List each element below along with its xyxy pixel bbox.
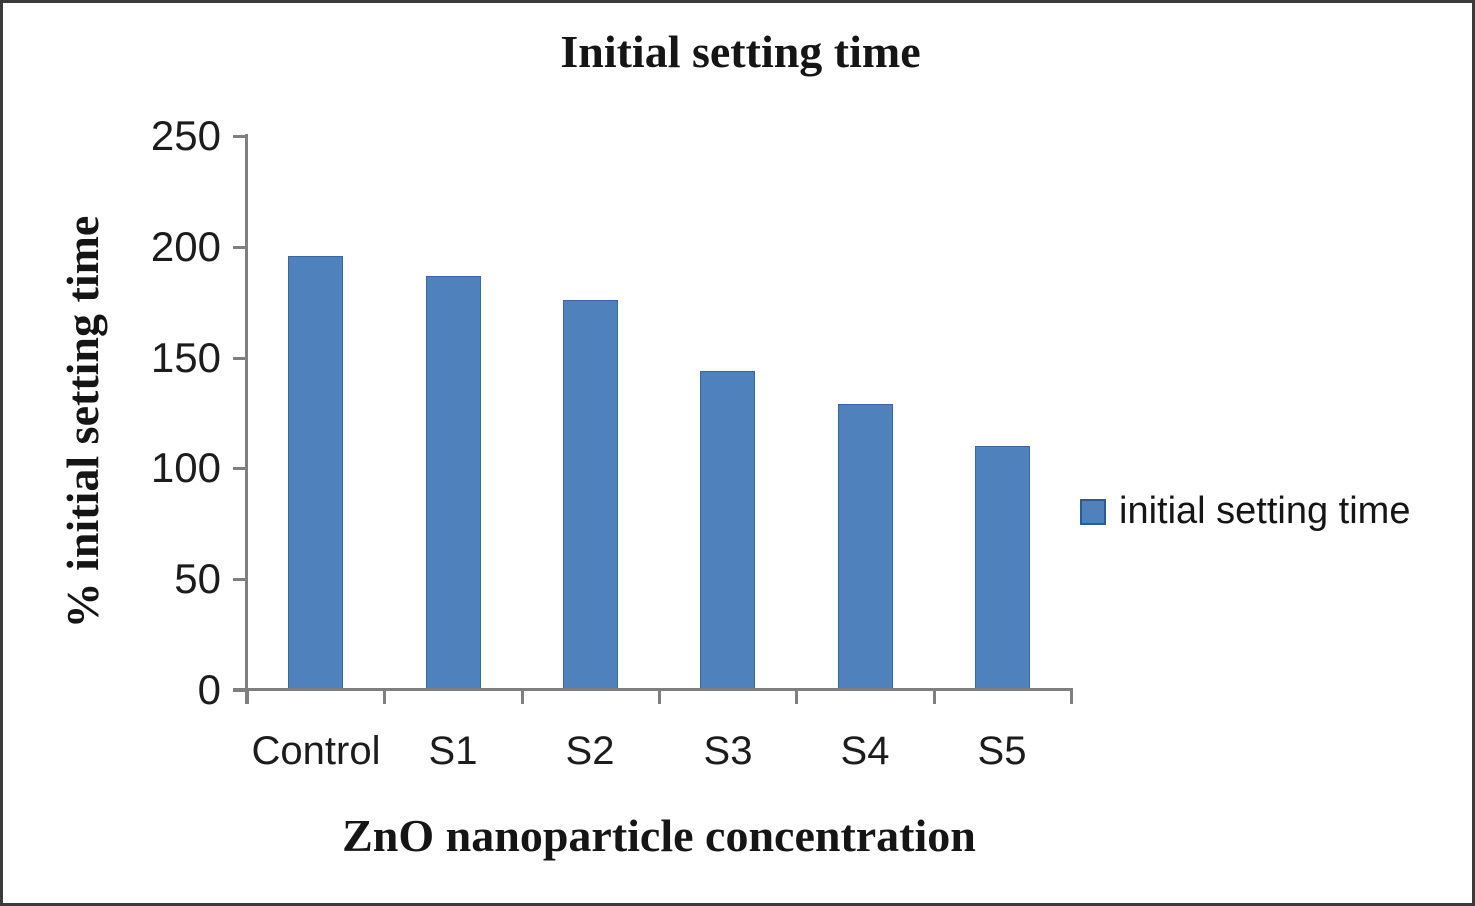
legend: initial setting time	[1080, 490, 1410, 533]
x-category-label: S2	[565, 729, 615, 773]
bar-s1	[426, 276, 481, 690]
x-category-label: S3	[703, 729, 753, 773]
x-tick-mark	[795, 690, 799, 704]
x-tick-mark	[1070, 690, 1073, 704]
y-tick-mark	[233, 467, 247, 471]
x-axis-title: ZnO nanoparticle concentration	[342, 810, 976, 861]
y-tick-label: 100	[150, 444, 221, 492]
y-tick-mark	[233, 356, 247, 360]
bar-s2	[563, 300, 618, 690]
y-tick-mark	[233, 578, 247, 582]
x-tick-mark	[520, 690, 524, 704]
y-tick-label: 200	[150, 222, 221, 270]
x-tick-mark	[932, 690, 936, 704]
y-tick-label: 150	[150, 333, 221, 381]
legend-swatch-icon	[1080, 498, 1106, 525]
y-axis-line	[245, 134, 248, 704]
y-axis-title: % initial setting time	[57, 215, 108, 629]
legend-label: initial setting time	[1119, 490, 1411, 532]
bar-s5	[975, 446, 1030, 690]
x-tick-mark	[658, 690, 661, 704]
y-tick-label: 0	[197, 666, 221, 713]
plot-area	[247, 136, 1071, 690]
x-axis-line	[233, 688, 1073, 691]
x-category-label: Control	[251, 729, 381, 773]
bar-control	[288, 256, 343, 690]
x-category-label: S4	[840, 729, 890, 773]
bar-s3	[700, 371, 755, 690]
chart-title: Initial setting time	[560, 26, 921, 77]
y-tick-label: 250	[150, 112, 221, 159]
y-tick-mark	[233, 135, 247, 138]
x-tick-mark	[383, 690, 387, 704]
x-category-label: S1	[428, 729, 478, 773]
y-tick-label: 50	[174, 555, 221, 603]
y-tick-mark	[233, 245, 247, 249]
bar-s4	[838, 404, 893, 690]
x-category-label: S5	[977, 729, 1027, 773]
